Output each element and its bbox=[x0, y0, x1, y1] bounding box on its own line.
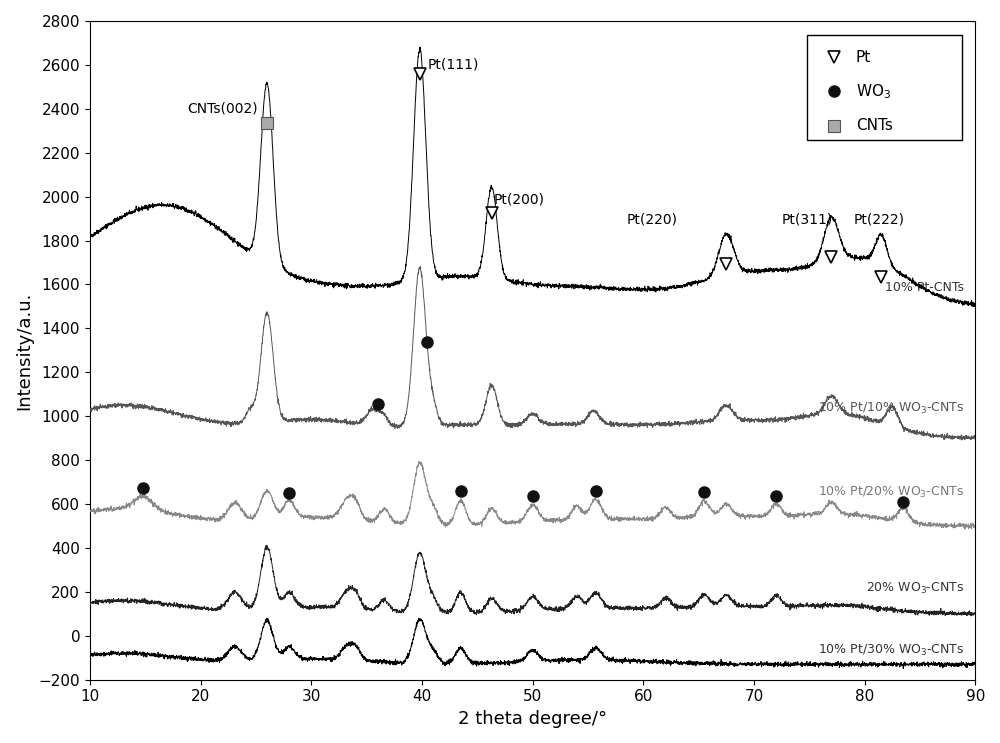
Text: Pt: Pt bbox=[856, 50, 871, 65]
Text: Pt(311): Pt(311) bbox=[782, 212, 833, 226]
Text: CNTs(002): CNTs(002) bbox=[187, 101, 258, 115]
X-axis label: 2 theta degree/°: 2 theta degree/° bbox=[458, 710, 607, 728]
Text: 10% Pt/10% WO$_3$-CNTs: 10% Pt/10% WO$_3$-CNTs bbox=[818, 401, 964, 416]
Text: CNTs: CNTs bbox=[856, 118, 893, 133]
Text: 10% Pt/30% WO$_3$-CNTs: 10% Pt/30% WO$_3$-CNTs bbox=[818, 643, 964, 658]
Text: 10% Pt-CNTs: 10% Pt-CNTs bbox=[885, 282, 964, 294]
Text: 20% WO$_3$-CNTs: 20% WO$_3$-CNTs bbox=[866, 581, 964, 597]
Y-axis label: Intensity/a.u.: Intensity/a.u. bbox=[15, 291, 33, 409]
Text: Pt(111): Pt(111) bbox=[427, 58, 479, 72]
Text: WO$_3$: WO$_3$ bbox=[856, 82, 891, 101]
Text: Pt(220): Pt(220) bbox=[627, 212, 678, 226]
FancyBboxPatch shape bbox=[807, 36, 962, 140]
Text: Pt(200): Pt(200) bbox=[494, 192, 545, 207]
Text: 10% Pt/20% WO$_3$-CNTs: 10% Pt/20% WO$_3$-CNTs bbox=[818, 484, 964, 500]
Text: Pt(222): Pt(222) bbox=[854, 212, 905, 226]
